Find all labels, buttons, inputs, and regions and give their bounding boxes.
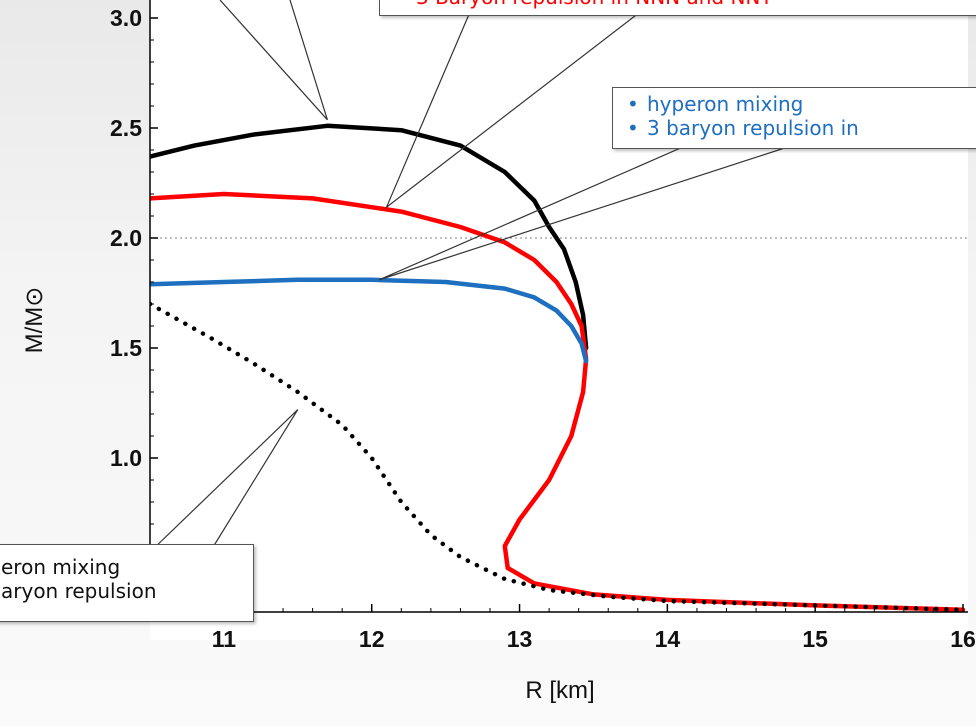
y-tick-label: 3.0 — [110, 5, 142, 31]
annotation-black-line-2: aryon repulsion — [1, 579, 157, 603]
pointer-red — [385, 11, 641, 210]
annotation-black-line-1: eron mixing — [1, 555, 121, 579]
pointer-black-top — [219, 0, 328, 121]
pointer-dotted — [149, 409, 299, 553]
y-tick-label: 2.0 — [110, 225, 142, 251]
x-tick-label: 11 — [212, 626, 237, 652]
x-tick-label: 14 — [655, 626, 681, 652]
x-axis-title: R [km] — [525, 677, 594, 704]
annotation-red: 3 Baryon repulsion in NNN and NNY — [379, 0, 976, 16]
y-tick-label: 1.5 — [110, 335, 142, 361]
series-red-curve — [150, 191, 966, 613]
annotation-blue-line-2: 3 baryon repulsion in — [627, 116, 976, 140]
y-tick-label: 2.5 — [110, 115, 142, 141]
y-axis-title: M/M⊙ — [21, 287, 48, 354]
x-tick-label: 12 — [359, 626, 385, 652]
series-blue-curve — [150, 277, 589, 364]
y-tick-label: 1.0 — [110, 445, 142, 471]
pointer-blue — [378, 142, 801, 281]
annotation-black: eron mixing aryon repulsion — [0, 544, 254, 622]
annotation-blue: hyperon mixing 3 baryon repulsion in — [612, 87, 976, 149]
x-tick-label: 15 — [802, 626, 828, 652]
x-tick-label: 13 — [507, 626, 533, 652]
x-tick-label: 16 — [950, 626, 976, 652]
annotation-red-line: 3 Baryon repulsion in NNN and NNY — [396, 0, 976, 9]
series-black-curve — [150, 123, 589, 351]
annotation-blue-line-1: hyperon mixing — [627, 92, 976, 116]
